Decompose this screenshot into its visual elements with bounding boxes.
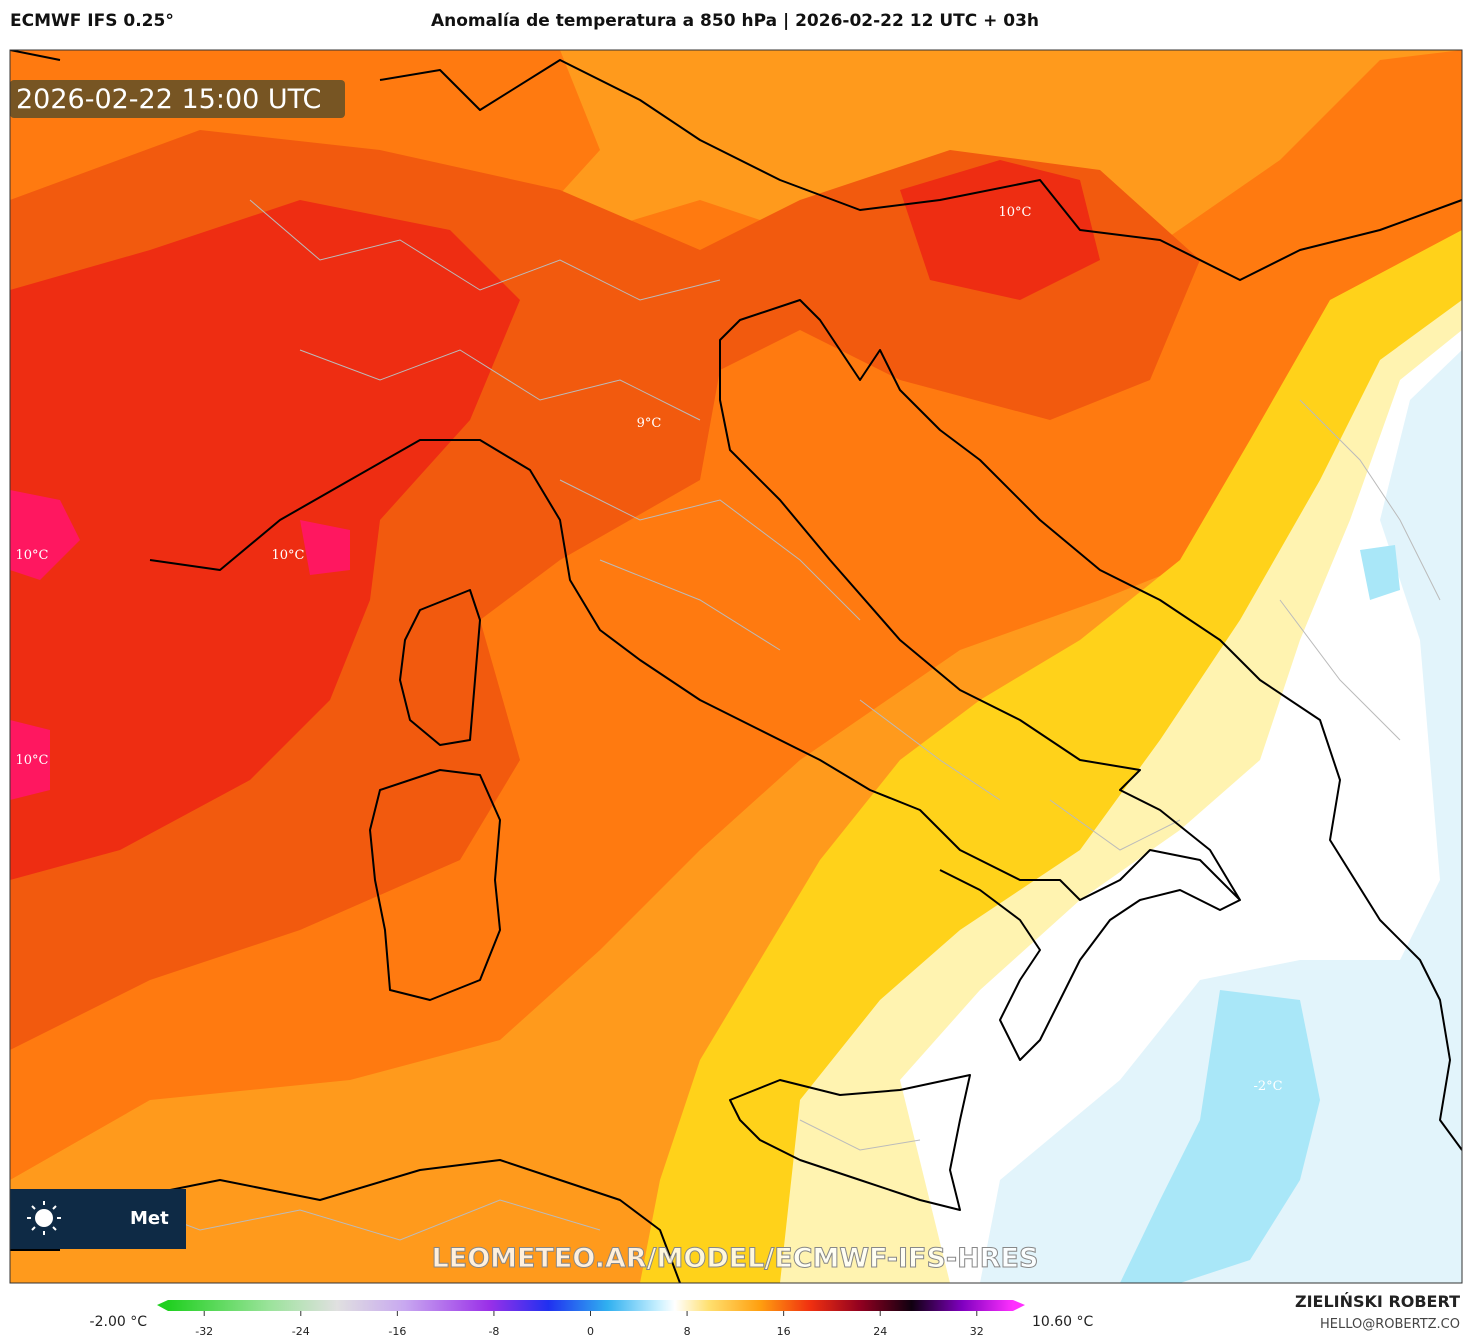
contour-labels: 10°C 9°C 10°C 10°C 10°C -2°C (16, 205, 1283, 1094)
contour-label: 10°C (999, 205, 1032, 220)
timestamp: 2026-02-22 15:00 UTC (16, 84, 321, 115)
contour-label: 10°C (272, 548, 305, 563)
watermark: LEOMETEO.AR/MODEL/ECMWF-IFS-HRES (432, 1243, 1039, 1274)
map-frame (9, 49, 1463, 1284)
colorbar-gradient (168, 1300, 1013, 1311)
contour-label: 9°C (637, 416, 662, 431)
colorbar-tick-label: -32 (195, 1325, 213, 1338)
colorbar-min-arrow (157, 1300, 168, 1311)
coastlines (10, 50, 1462, 1283)
logo-rays (27, 1201, 61, 1235)
colorbar-tick-label: 8 (684, 1325, 691, 1338)
colorbar: -2.00 °C 10.60 °C -32 -24 -16 -8 0 8 16 24 32 (90, 1300, 1094, 1338)
logo-sun (35, 1209, 53, 1227)
timestamp-box (10, 80, 345, 118)
contour-label: -2°C (1253, 1079, 1282, 1094)
colorbar-min-label: -2.00 °C (90, 1314, 148, 1330)
colorbar-tick-label: 24 (873, 1325, 887, 1338)
colorbar-tick-label: 0 (587, 1325, 594, 1338)
field-cyan (1120, 545, 1400, 1283)
colorbar-max-label: 10.60 °C (1032, 1314, 1094, 1330)
sardinia (369, 769, 501, 1001)
map: 2026-02-22 15:00 UTC 10°C9°C10°C 10°C10°C… (10, 50, 1462, 1283)
contour-label: 10°C (16, 753, 49, 768)
colorbar-tick-label: 16 (777, 1325, 791, 1338)
model-name: ECMWF IFS 0.25° (10, 11, 174, 31)
author: ZIELIŃSKI ROBERT (1295, 1292, 1460, 1311)
sicily (729, 1074, 971, 1211)
colorbar-tick-label: -24 (292, 1325, 310, 1338)
contour-label: 10°C (16, 548, 49, 563)
colorbar-tick-label: -16 (388, 1325, 406, 1338)
field-red (10, 200, 520, 880)
colorbar-max-arrow (1013, 1300, 1025, 1311)
colorbar-tick-label: -8 (488, 1325, 499, 1338)
email: HELLO@ROBERTZ.CO (1320, 1317, 1460, 1332)
borders (119, 199, 1441, 1241)
field-magenta (10, 490, 350, 800)
field-red (900, 160, 1100, 300)
colorbar-tick-label: 32 (970, 1325, 984, 1338)
field-light-blue (980, 350, 1462, 1283)
logo-text: Met (130, 1208, 169, 1229)
corsica (399, 589, 481, 746)
title: Anomalía de temperatura a 850 hPa | 2026… (431, 11, 1039, 31)
